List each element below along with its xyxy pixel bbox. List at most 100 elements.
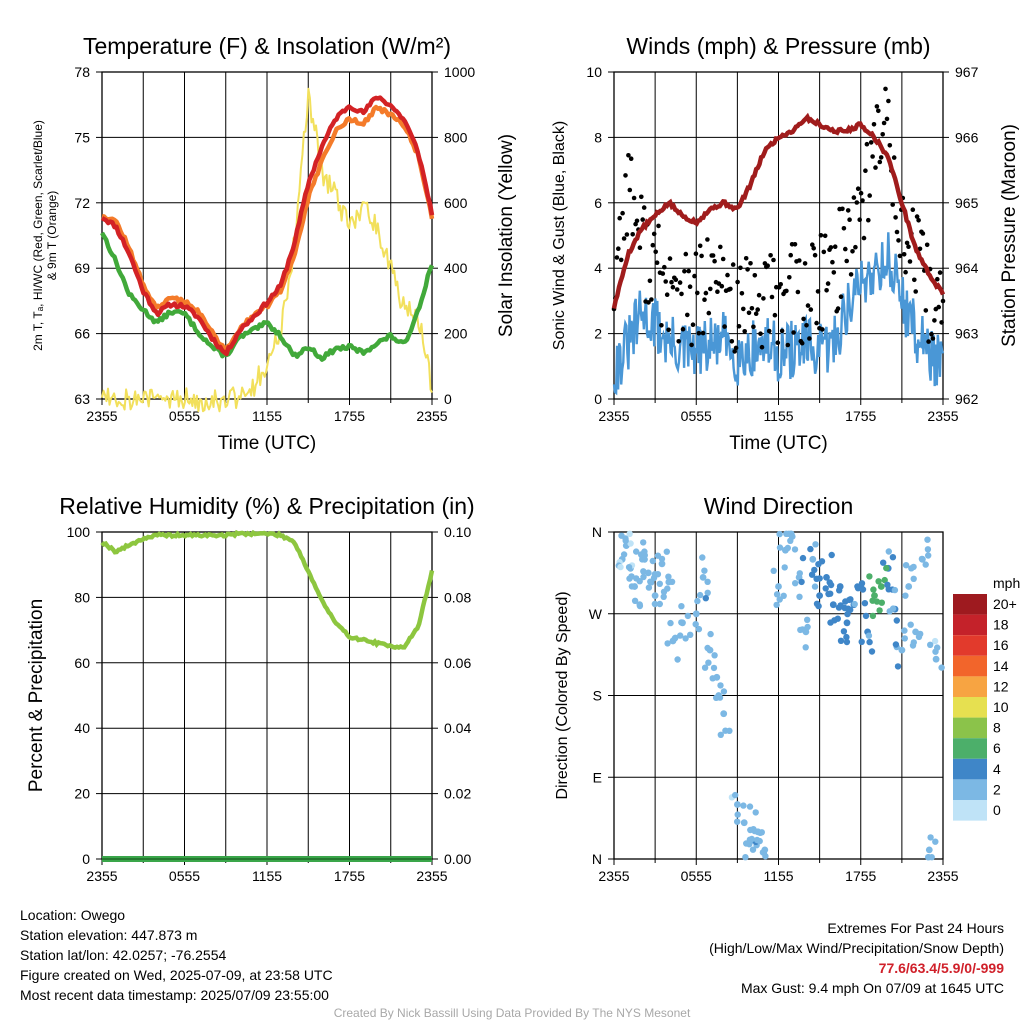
gust-point xyxy=(887,143,893,148)
gust-point xyxy=(627,187,633,193)
y-tick-label-right: 965 xyxy=(955,195,979,211)
gust-point xyxy=(637,245,643,250)
direction-point xyxy=(791,546,799,553)
direction-point xyxy=(773,601,780,609)
direction-point xyxy=(901,635,908,642)
direction-point xyxy=(734,801,741,808)
legend-unit: mph xyxy=(993,575,1020,591)
gust-point xyxy=(812,252,818,258)
panel-title: Winds (mph) & Pressure (mb) xyxy=(626,33,930,59)
legend-label: 4 xyxy=(993,761,1001,777)
gust-point xyxy=(820,327,825,332)
gust-point xyxy=(705,237,710,242)
gust-point xyxy=(779,328,785,334)
direction-point xyxy=(658,555,666,563)
y-axis-label-left: Percent & Precipitation xyxy=(26,599,47,792)
x-tick-label: 2355 xyxy=(598,868,629,884)
legend-label: 2 xyxy=(993,781,1001,797)
sonic-wind-line xyxy=(612,232,945,396)
y-tick-label-left: 63 xyxy=(74,391,90,407)
direction-point xyxy=(626,530,633,537)
direction-point xyxy=(627,540,634,547)
direction-point xyxy=(674,656,681,663)
direction-point xyxy=(776,530,783,538)
direction-point xyxy=(645,584,653,591)
gust-point xyxy=(844,258,849,264)
direction-point xyxy=(792,580,799,587)
direction-point xyxy=(636,601,643,608)
direction-point xyxy=(931,637,939,645)
direction-point xyxy=(695,625,703,633)
gust-point xyxy=(739,291,745,296)
direction-point xyxy=(932,838,939,845)
direction-point xyxy=(682,635,689,642)
gust-point xyxy=(623,173,628,178)
gust-point xyxy=(761,296,766,301)
gust-point xyxy=(907,259,913,264)
direction-point xyxy=(660,593,667,600)
gust-point xyxy=(769,294,775,300)
y-tick-label-left: 75 xyxy=(74,129,90,145)
y-tick-label-right: 0 xyxy=(444,391,452,407)
direction-point xyxy=(892,641,900,648)
temperature-insolation-panel: Temperature (F) & Insolation (W/m²)2355 0… xyxy=(31,33,517,454)
y-tick-label-right: 400 xyxy=(444,260,468,276)
gust-point xyxy=(861,235,867,241)
gust-point xyxy=(868,140,874,145)
x-tick-label: 2355 xyxy=(86,408,117,424)
gust-point xyxy=(916,218,921,223)
direction-point xyxy=(866,573,873,580)
y-tick-label-left: 60 xyxy=(74,655,90,671)
gust-point xyxy=(855,186,861,191)
direction-point xyxy=(798,578,805,586)
gust-point xyxy=(715,289,720,295)
direction-point xyxy=(622,537,629,544)
gust-point xyxy=(924,242,930,248)
gust-point xyxy=(936,304,941,310)
y-tick-label-right: 966 xyxy=(955,129,979,145)
direction-point xyxy=(667,619,674,627)
direction-point xyxy=(893,617,900,624)
gust-point xyxy=(696,330,702,336)
panel-title: Wind Direction xyxy=(704,493,854,519)
gust-point xyxy=(792,242,798,247)
gust-point xyxy=(937,270,943,275)
direction-point xyxy=(796,570,803,577)
direction-point xyxy=(811,583,819,590)
legend-swatch xyxy=(953,655,987,677)
gust-point xyxy=(858,190,864,196)
direction-point xyxy=(651,592,659,599)
gust-point xyxy=(926,339,931,344)
x-tick-label: 2355 xyxy=(416,408,447,424)
location-text: Location: Owego xyxy=(20,907,126,923)
direction-point xyxy=(877,583,885,590)
direction-point xyxy=(734,811,741,818)
direction-point xyxy=(787,530,794,537)
gust-point xyxy=(641,205,647,210)
y-tick-label-right: 0.00 xyxy=(444,851,471,867)
x-tick-label: 0555 xyxy=(169,408,200,424)
y-tick-label-left: 10 xyxy=(586,64,602,80)
gust-point xyxy=(807,336,812,341)
gust-point xyxy=(805,303,811,308)
credit-text: Created By Nick Bassill Using Data Provi… xyxy=(333,1006,691,1020)
gust-point xyxy=(758,331,763,337)
gust-point xyxy=(765,263,770,269)
direction-point xyxy=(709,675,716,682)
gust-point xyxy=(667,256,673,261)
direction-point xyxy=(748,835,755,843)
gust-point xyxy=(686,268,691,274)
gust-point xyxy=(788,252,793,258)
direction-point xyxy=(704,578,711,585)
y-tick-label-left: E xyxy=(593,769,602,785)
gust-point xyxy=(768,253,773,258)
gust-point xyxy=(891,155,897,160)
gust-point xyxy=(733,345,739,351)
gust-point xyxy=(693,251,699,256)
direction-point xyxy=(787,537,794,544)
legend-label: 18 xyxy=(993,617,1009,633)
legend-swatch xyxy=(953,676,987,697)
gust-point xyxy=(621,236,627,241)
gust-point xyxy=(712,258,717,264)
